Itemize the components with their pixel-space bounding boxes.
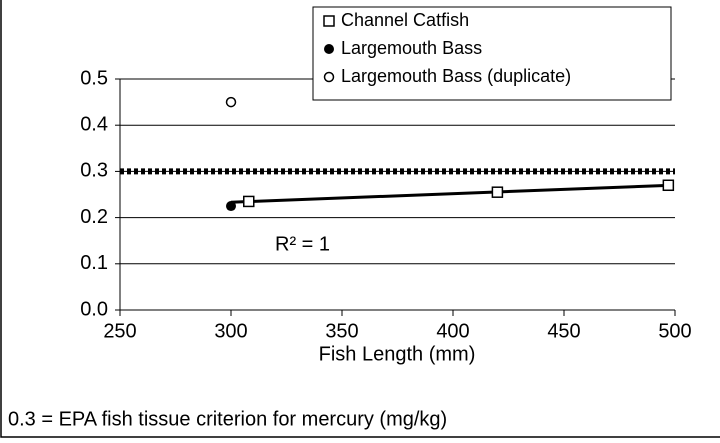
legend-label: Largemouth Bass (duplicate)	[341, 66, 571, 86]
y-tick-label: 0.4	[80, 113, 108, 135]
point	[491, 186, 504, 198]
x-tick-label: 500	[658, 320, 691, 342]
legend-box	[312, 6, 672, 101]
legend-marker	[323, 71, 335, 83]
trendline	[230, 183, 669, 204]
point	[225, 96, 237, 108]
x-tick-label: 300	[214, 320, 247, 342]
y-tick-label: 0.1	[80, 252, 108, 274]
y-tick-label: 0.0	[80, 298, 108, 320]
annotation: R² = 1	[275, 233, 330, 255]
x-tick-label: 400	[436, 320, 469, 342]
x-tick-label: 450	[547, 320, 580, 342]
x-axis-label: Fish Length (mm)	[319, 343, 476, 365]
footnote: 0.3 = EPA fish tissue criterion for merc…	[8, 408, 447, 430]
y-tick-label: 0.2	[80, 206, 108, 228]
legend-marker	[324, 44, 334, 54]
legend-marker	[323, 15, 335, 27]
point	[226, 201, 236, 212]
point	[243, 195, 255, 208]
x-tick-label: 250	[103, 320, 136, 342]
y-tick-label: 0.5	[80, 67, 108, 89]
legend-label: Channel Catfish	[341, 10, 469, 30]
point	[662, 179, 675, 192]
y-tick-label: 0.3	[80, 160, 108, 182]
x-tick-label: 350	[325, 320, 358, 342]
legend-label: Largemouth Bass	[341, 38, 482, 58]
